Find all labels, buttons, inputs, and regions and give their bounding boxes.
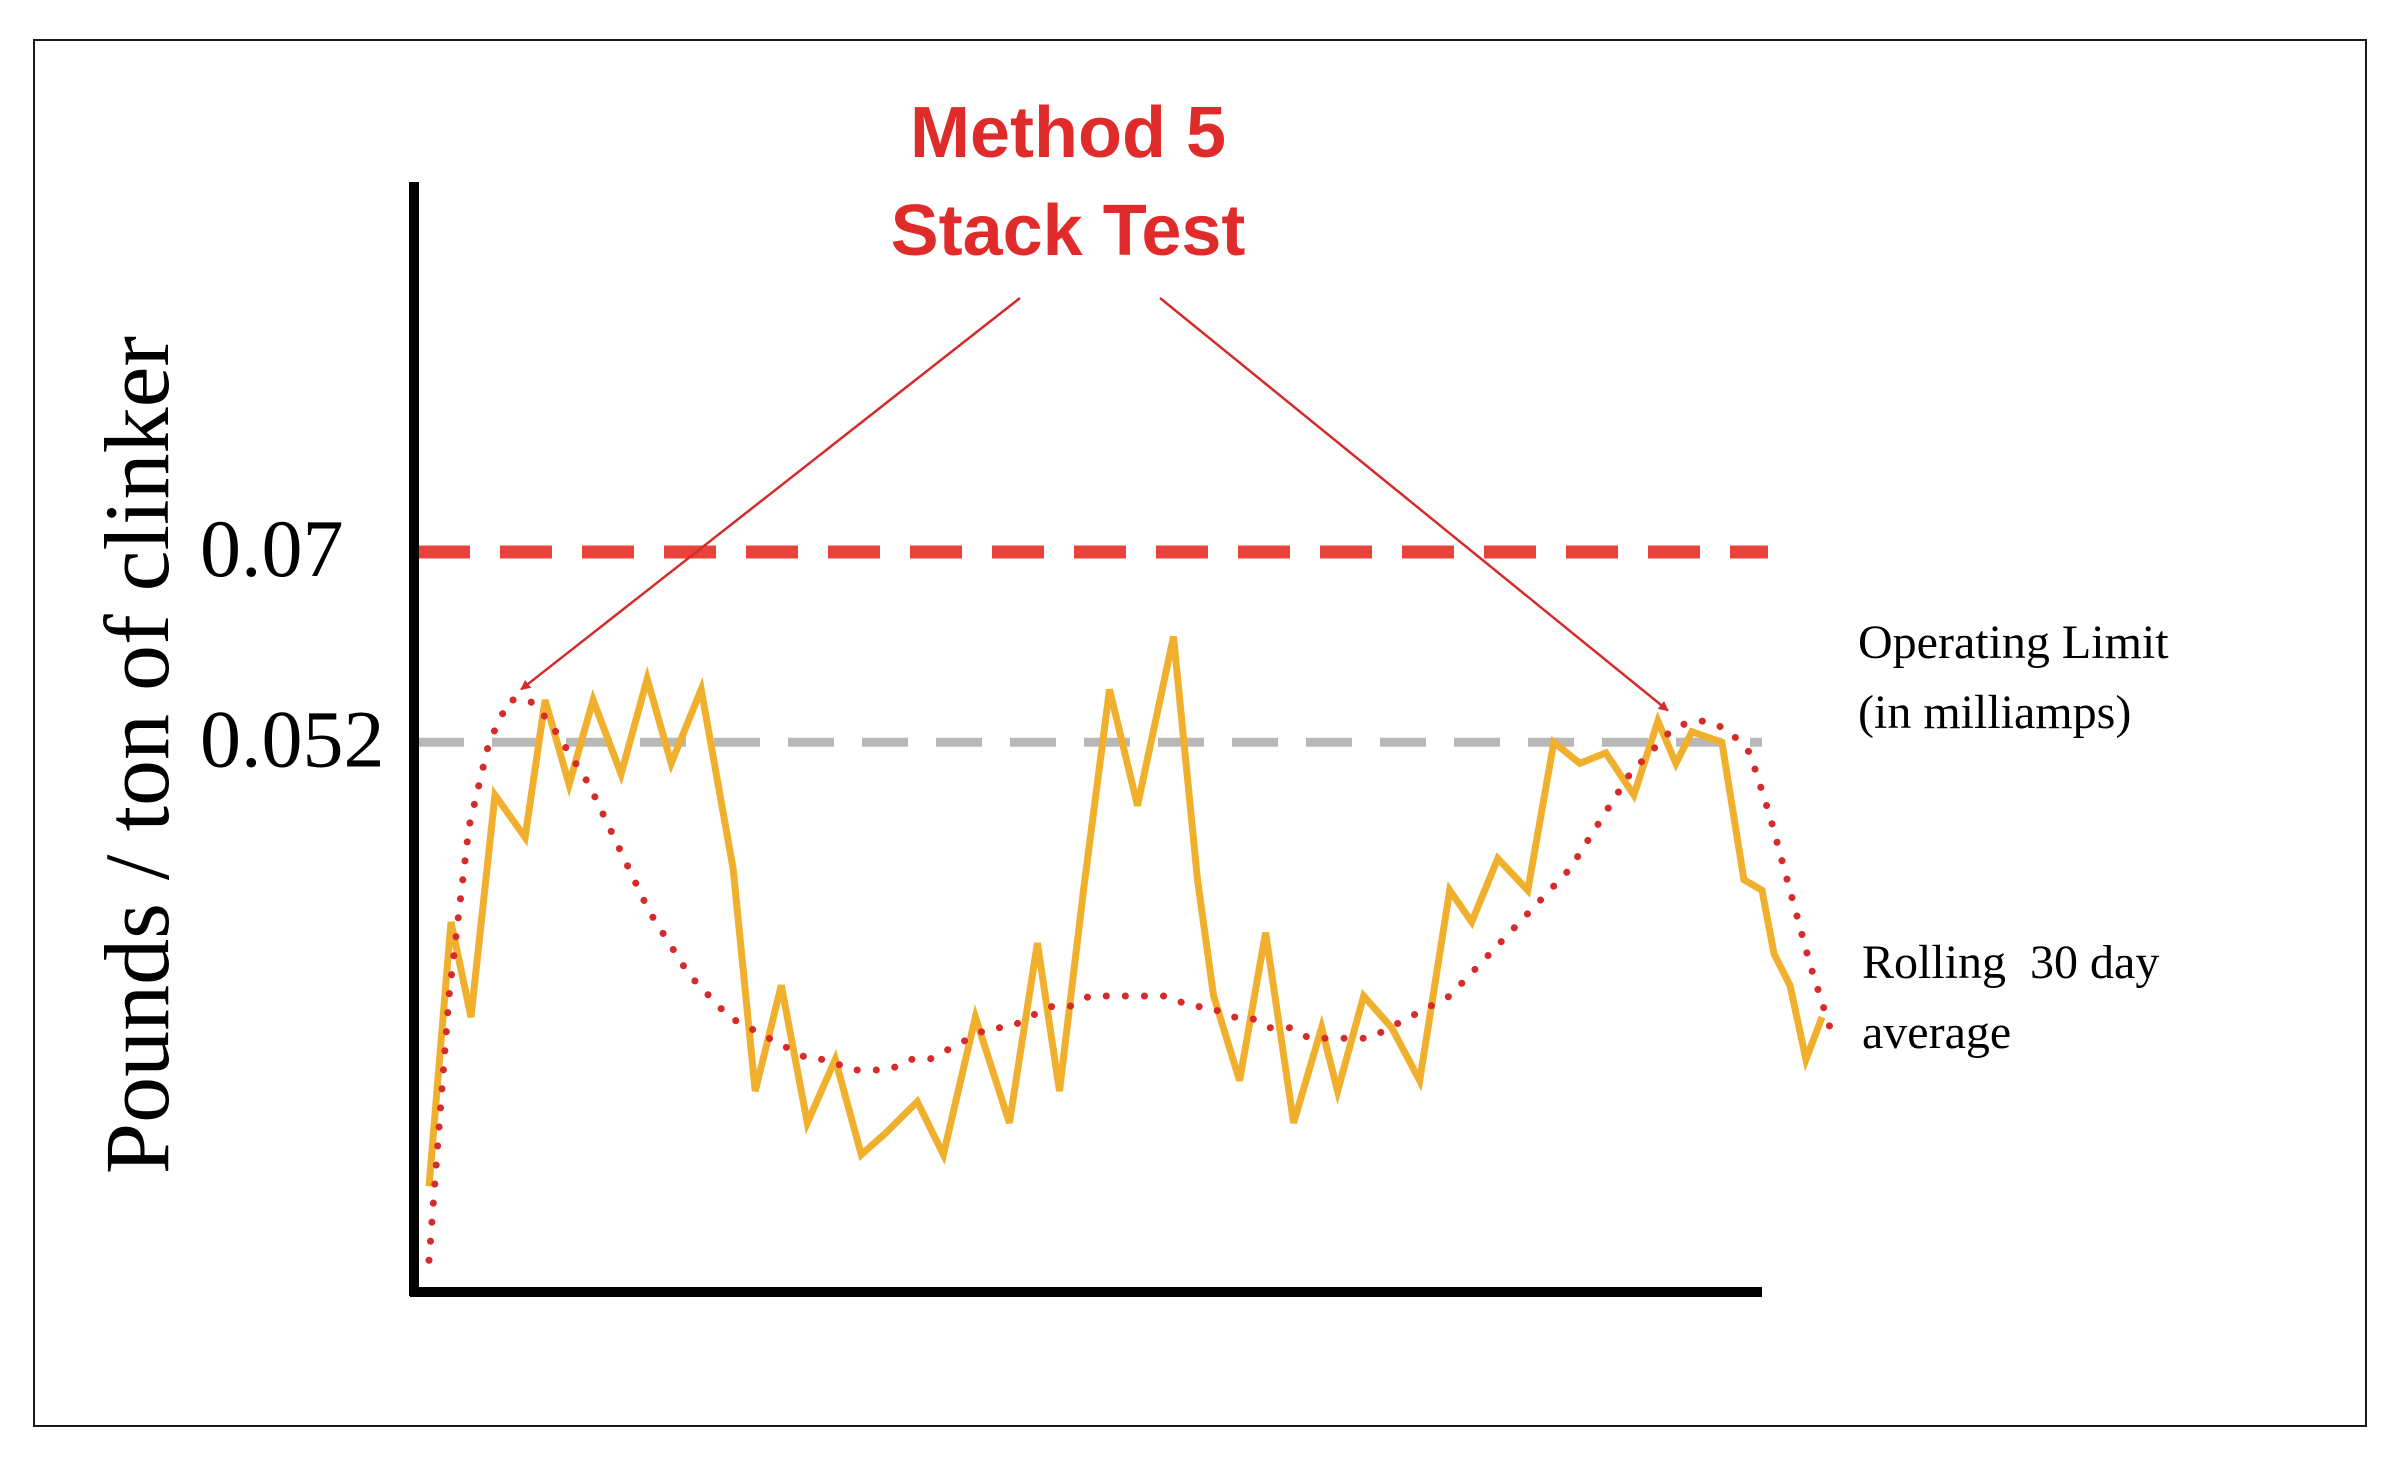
series-label-2-line-2: average [1862,1006,2011,1059]
reference-lines [418,545,1768,747]
title-line-2: Stack Test [891,191,1246,271]
annotation-arrow-1 [520,297,1021,691]
title-line-1: Method 5 [910,93,1226,173]
y-tick-label-1: 0.07 [200,503,344,594]
series-line-2 [425,696,1834,1264]
series-line-1 [425,635,1826,1187]
annotation-arrows [520,297,1669,712]
series-label-1-line-1: Operating Limit [1858,616,2169,669]
y-axis-label: Pounds / ton of clinker [86,336,188,1174]
series-label-2-line-1: Rolling 30 day [1862,936,2159,989]
chart-border [33,39,2367,1427]
annotation-arrow-2 [1159,297,1669,712]
series-layer [425,635,1834,1264]
chart-title: Method 5 Stack Test [891,93,1246,271]
series-label-1-line-2: (in milliamps) [1858,686,2131,739]
series-labels: Operating Limit (in milliamps) Rolling 30 … [1858,616,2169,1059]
y-tick-labels: 0.07 0.052 [200,503,385,784]
y-tick-label-2: 0.052 [200,693,385,784]
